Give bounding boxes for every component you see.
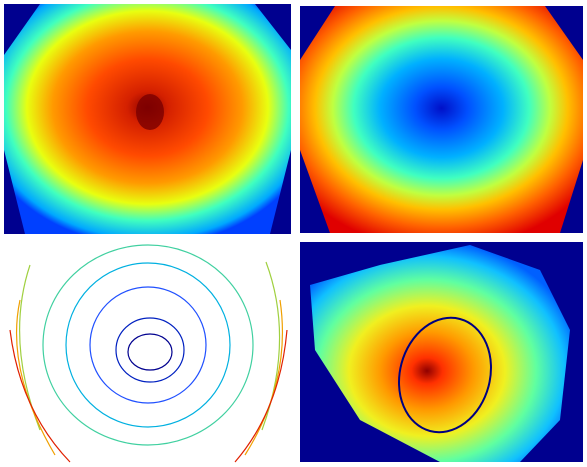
face-surface xyxy=(300,6,583,233)
panel-depth xyxy=(4,4,291,234)
panel-warped xyxy=(300,242,583,462)
nose-region xyxy=(136,94,164,130)
page xyxy=(0,0,587,467)
panel-inverted xyxy=(300,6,583,233)
panel-contours xyxy=(4,242,291,462)
figure xyxy=(0,0,587,467)
panel-background xyxy=(4,242,291,462)
